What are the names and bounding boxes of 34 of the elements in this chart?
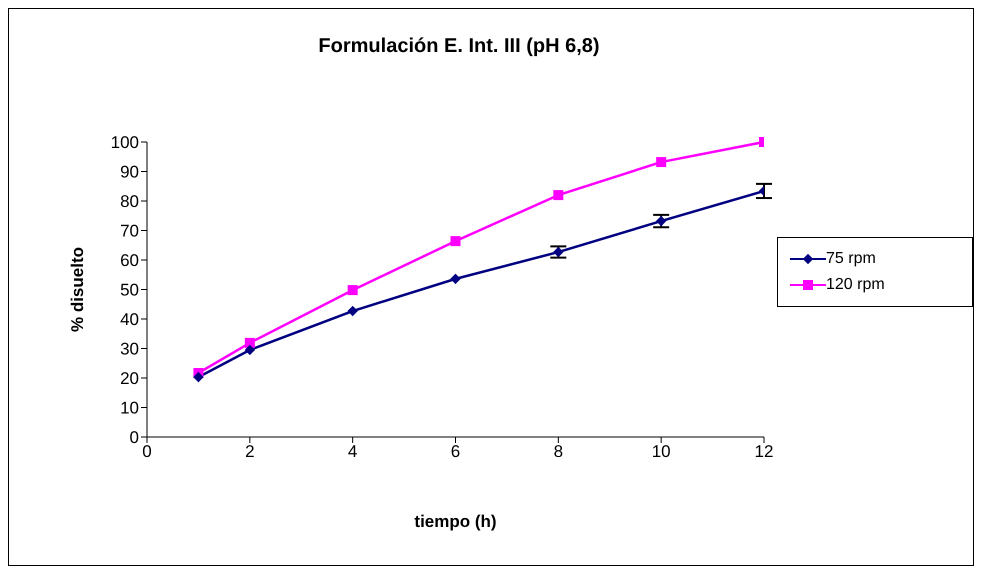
y-tick-label: 80 (120, 192, 139, 212)
y-tick-label: 90 (120, 162, 139, 182)
y-tick-label: 100 (110, 133, 139, 152)
y-tick-label: 10 (120, 398, 139, 418)
point (193, 372, 204, 382)
point (656, 216, 666, 226)
y-tick-label: 60 (120, 251, 139, 270)
y-tick-label: 20 (120, 369, 139, 388)
point (656, 157, 666, 168)
x-tick-label: 6 (450, 442, 460, 462)
legend-label: 75 rpm (826, 250, 876, 268)
y-tick-label: 30 (120, 340, 139, 359)
y-axis-title: % disuelto (68, 246, 88, 332)
x-tick-label: 10 (652, 442, 671, 462)
point (450, 274, 460, 284)
point (244, 338, 255, 348)
point (348, 306, 358, 316)
x-tick-label: 12 (754, 442, 774, 462)
point (244, 344, 255, 355)
x-tick-label: 2 (245, 442, 255, 462)
point (348, 285, 358, 296)
x-tick-label: 4 (348, 442, 358, 462)
legend-label: 120 rpm (826, 276, 885, 294)
y-tick-label: 70 (120, 222, 139, 241)
chart-title: Formulación E. Int. III (pH 6,8) (317, 35, 601, 58)
y-tick-label: 50 (120, 280, 139, 300)
point (553, 247, 564, 258)
point (553, 190, 564, 200)
x-tick-label: 8 (554, 442, 564, 462)
point (450, 236, 460, 246)
x-tick-label: 0 (142, 442, 152, 462)
x-axis-title: tiempo (h) (414, 512, 497, 531)
y-tick-label: 0 (130, 428, 139, 448)
y-tick-label: 40 (120, 310, 139, 330)
